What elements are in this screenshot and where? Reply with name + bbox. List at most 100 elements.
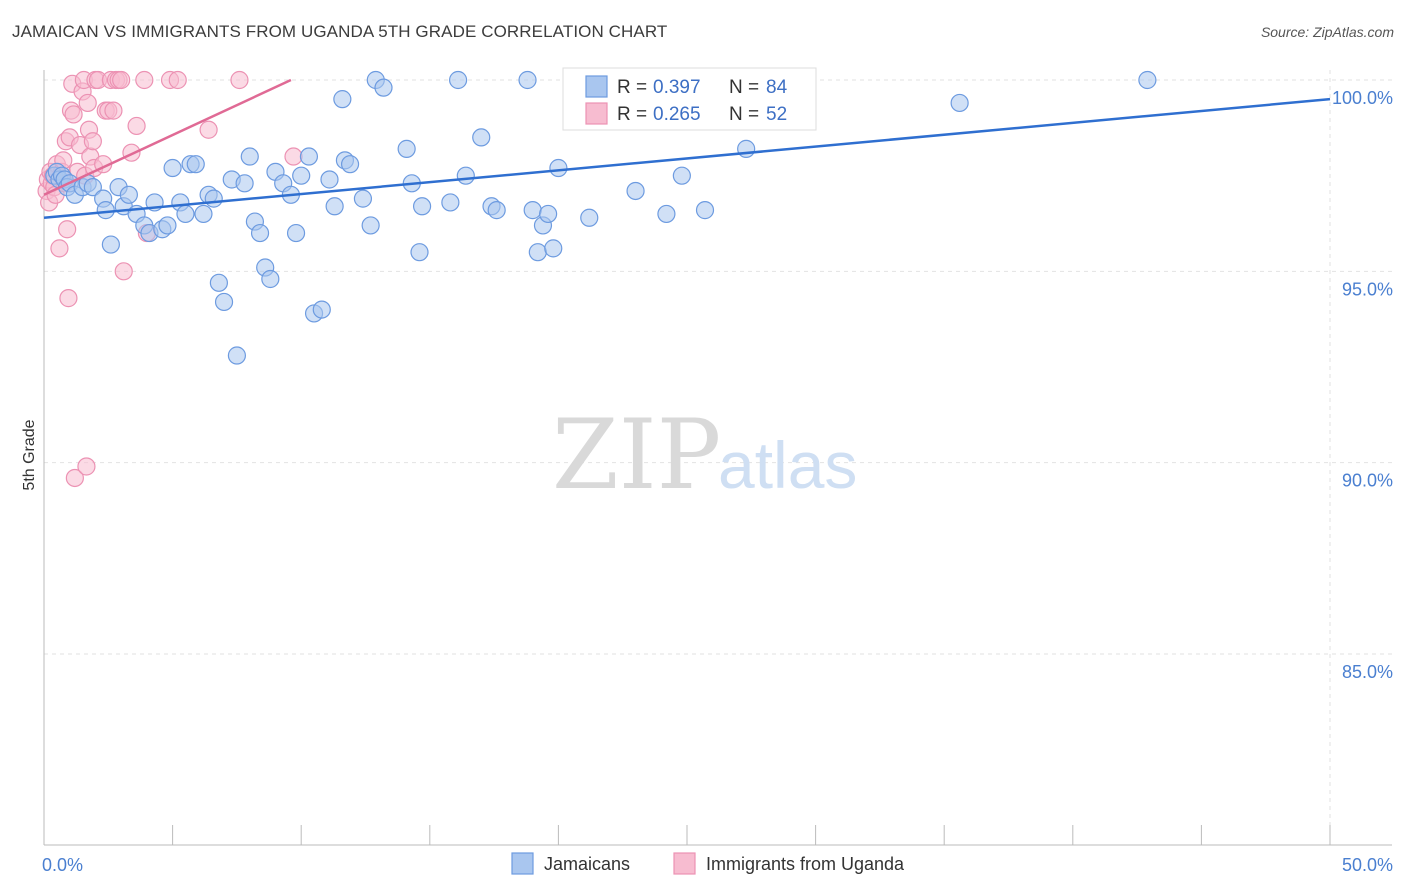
jamaican-point bbox=[544, 239, 563, 258]
y-tick-label: 100.0% bbox=[1332, 88, 1393, 108]
tick-labels: 100.0% 95.0% 90.0% 85.0% 0.0% 50.0% bbox=[42, 88, 1393, 875]
jamaicans-trend-line bbox=[43, 97, 1331, 220]
uganda-point bbox=[127, 116, 146, 136]
watermark: ZIP atlas bbox=[552, 399, 857, 511]
jamaican-point bbox=[325, 197, 344, 216]
jamaican-point bbox=[163, 158, 182, 178]
jamaican-point bbox=[441, 193, 460, 212]
uganda-point bbox=[83, 132, 102, 151]
jamaican-point bbox=[250, 223, 270, 243]
jamaican-point bbox=[209, 273, 228, 292]
jamaican-point bbox=[186, 155, 205, 174]
jamaican-point bbox=[158, 216, 177, 235]
jamaican-point bbox=[261, 269, 280, 289]
jamaican-point bbox=[657, 204, 676, 224]
jamaican-point bbox=[292, 166, 311, 185]
legend-swatch-jamaicans bbox=[585, 75, 608, 98]
trend-lines bbox=[43, 78, 1331, 220]
jamaican-point bbox=[695, 201, 715, 220]
jamaican-point bbox=[549, 158, 568, 178]
jamaican-point bbox=[539, 204, 558, 224]
jamaican-point bbox=[580, 208, 599, 227]
jamaican-point bbox=[487, 201, 506, 220]
legend-r-value-2: 0.265 bbox=[653, 104, 701, 125]
jamaican-point bbox=[950, 93, 969, 113]
jamaican-point bbox=[96, 201, 115, 220]
jamaican-point bbox=[353, 189, 373, 208]
y-axis-title: 5th Grade bbox=[21, 419, 38, 490]
jamaican-point bbox=[410, 243, 429, 262]
jamaican-points bbox=[45, 70, 1157, 365]
y-tick-label: 95.0% bbox=[1342, 279, 1393, 299]
jamaican-point bbox=[194, 204, 213, 224]
jamaican-point bbox=[523, 201, 542, 220]
jamaican-point bbox=[361, 216, 380, 235]
jamaican-point bbox=[312, 300, 331, 319]
uganda-point bbox=[59, 289, 78, 308]
jamaican-point bbox=[83, 178, 102, 197]
jamaican-point bbox=[374, 78, 393, 97]
x-tick-label: 50.0% bbox=[1342, 855, 1393, 875]
uganda-point bbox=[65, 468, 84, 488]
axes bbox=[43, 70, 1392, 846]
legend-r-label-1: R = bbox=[617, 77, 647, 98]
jamaican-point bbox=[299, 147, 319, 166]
jamaican-point bbox=[518, 70, 537, 90]
series-legend: Jamaicans Immigrants from Uganda bbox=[511, 852, 905, 875]
legend-r-value-1: 0.397 bbox=[653, 77, 701, 98]
jamaican-point bbox=[204, 189, 223, 208]
uganda-point bbox=[64, 105, 83, 124]
legend-swatch-uganda bbox=[585, 102, 608, 125]
legend-n-label-2: N = bbox=[729, 104, 759, 125]
x-tick-label: 0.0% bbox=[42, 855, 83, 875]
jamaican-point bbox=[235, 174, 254, 193]
jamaican-point bbox=[119, 185, 138, 204]
uganda-point bbox=[168, 70, 187, 90]
jamaican-point bbox=[456, 166, 475, 185]
jamaican-point bbox=[320, 170, 339, 189]
bottom-legend-uganda: Immigrants from Uganda bbox=[706, 854, 905, 874]
jamaican-point bbox=[240, 147, 259, 166]
jamaican-point bbox=[340, 155, 360, 174]
jamaican-point bbox=[101, 235, 120, 254]
uganda-point bbox=[50, 239, 69, 258]
watermark-zip: ZIP bbox=[552, 399, 721, 511]
uganda-point bbox=[284, 147, 303, 166]
jamaican-point bbox=[737, 139, 756, 158]
jamaican-point bbox=[176, 204, 195, 224]
jamaican-point bbox=[448, 70, 468, 90]
jamaican-point bbox=[528, 243, 547, 262]
legend-n-label-1: N = bbox=[729, 77, 759, 98]
jamaican-point bbox=[672, 166, 691, 185]
jamaican-point bbox=[472, 128, 491, 147]
bottom-legend-swatch-uganda bbox=[673, 852, 696, 875]
jamaican-point bbox=[286, 223, 306, 243]
bottom-legend-swatch-jamaicans bbox=[511, 852, 534, 875]
jamaican-point bbox=[412, 197, 432, 216]
uganda-point bbox=[114, 262, 133, 281]
uganda-point bbox=[135, 70, 154, 90]
legend-n-value-2: 52 bbox=[766, 104, 787, 125]
uganda-point bbox=[112, 70, 131, 90]
uganda-points bbox=[37, 70, 303, 488]
uganda-point bbox=[104, 101, 123, 120]
jamaican-point bbox=[333, 90, 352, 109]
source-label: Source: ZipAtlas.com bbox=[1260, 24, 1394, 40]
legend-r-label-2: R = bbox=[617, 104, 647, 125]
jamaican-point bbox=[397, 139, 416, 158]
jamaican-point bbox=[214, 292, 234, 312]
uganda-point bbox=[230, 70, 249, 90]
bottom-legend-jamaicans: Jamaicans bbox=[544, 854, 630, 874]
watermark-atlas: atlas bbox=[718, 428, 857, 502]
chart-title: JAMAICAN VS IMMIGRANTS FROM UGANDA 5TH G… bbox=[12, 22, 668, 41]
jamaican-point bbox=[1138, 70, 1157, 90]
uganda-point bbox=[199, 120, 218, 139]
jamaican-point bbox=[626, 181, 645, 201]
uganda-trend-line bbox=[43, 78, 292, 196]
correlation-legend: R = 0.397 N = 84 R = 0.265 N = 52 bbox=[562, 67, 817, 131]
uganda-point bbox=[78, 93, 97, 113]
y-tick-label: 85.0% bbox=[1342, 662, 1393, 682]
uganda-point bbox=[77, 457, 96, 476]
uganda-point bbox=[58, 220, 77, 239]
